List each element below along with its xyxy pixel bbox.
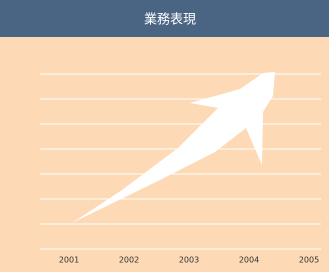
x-tick-label: 2005 bbox=[299, 256, 319, 265]
chart-title: 業務表現 bbox=[144, 12, 196, 28]
chart: 業務表現 2001 2002 2003 2004 2005 bbox=[0, 0, 329, 272]
x-tick-label: 2002 bbox=[119, 256, 139, 265]
x-tick-label: 2001 bbox=[59, 256, 79, 265]
background bbox=[0, 0, 329, 272]
x-tick-label: 2004 bbox=[239, 256, 259, 265]
x-tick-label: 2003 bbox=[179, 256, 199, 265]
